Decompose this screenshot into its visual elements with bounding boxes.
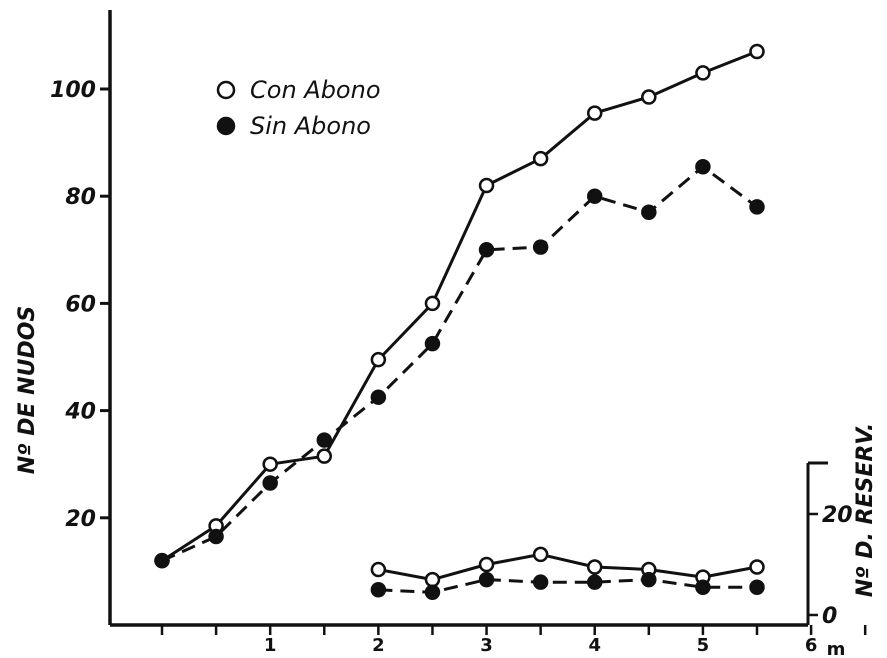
data-point — [424, 295, 441, 312]
data-point — [695, 65, 711, 81]
series-0 — [154, 43, 765, 569]
data-point — [262, 456, 278, 472]
data-point — [695, 158, 711, 175]
x-tick-label: 5 — [697, 635, 710, 656]
data-point — [749, 43, 765, 60]
data-point — [370, 389, 387, 405]
data-point — [424, 584, 441, 601]
data-point — [424, 571, 441, 588]
data-point — [532, 239, 549, 255]
legend-marker — [216, 116, 236, 136]
data-point — [424, 335, 441, 352]
x-tick-label: 4 — [588, 635, 601, 656]
data-point — [586, 105, 603, 121]
x-tick-label: 1 — [264, 635, 277, 656]
y-tick-label: 20 — [65, 507, 96, 532]
data-point — [586, 574, 603, 590]
legend-marker — [216, 80, 236, 100]
data-point — [478, 556, 495, 573]
data-point — [478, 177, 495, 194]
series-1 — [154, 158, 765, 569]
data-point — [316, 448, 333, 464]
data-point — [370, 351, 387, 368]
data-point — [749, 579, 765, 595]
y-axis-title: Nº DE NUDOS — [15, 306, 40, 475]
y2-axis-title: Nº D. RESERV. — [853, 423, 878, 598]
series-line — [161, 165, 758, 563]
y-tick-label: 40 — [64, 400, 96, 425]
data-point — [262, 475, 278, 491]
data-point — [695, 579, 711, 595]
series-3 — [370, 571, 765, 601]
legend-label: Con Abono — [250, 76, 381, 104]
axis-titles: Nº DE NUDOS Nº D. RESERV. — [15, 306, 878, 598]
y-tick-label: 60 — [65, 292, 96, 317]
y-tick-label: 80 — [65, 185, 96, 210]
data-point — [749, 559, 765, 575]
data-point — [208, 528, 224, 545]
data-point — [154, 552, 170, 569]
x-tick-label: 3 — [480, 635, 493, 656]
series-line — [378, 578, 757, 594]
series-line — [161, 50, 758, 562]
data-point — [586, 188, 603, 204]
x-unit-label: m — [827, 639, 846, 658]
y-tick-label: 100 — [50, 78, 96, 103]
data-point — [641, 89, 657, 105]
y2-tick-label: 0 — [822, 604, 837, 629]
data-point — [641, 571, 657, 588]
series-layer — [154, 43, 765, 601]
x-tick-label: 2 — [372, 635, 385, 656]
x-tick-label: 6 — [805, 635, 818, 656]
axes — [108, 10, 828, 627]
data-point — [316, 432, 333, 448]
legend: Con Abono Sin Abono — [216, 76, 381, 140]
data-point — [532, 150, 549, 167]
data-point — [532, 574, 549, 590]
y2-tick-label: 20 — [822, 503, 853, 528]
ticks: 1 2 3 4 5 6 m 20 40 60 80 100 0 20 — [50, 78, 867, 658]
data-point — [370, 582, 387, 598]
data-point — [370, 561, 387, 578]
legend-label: Sin Abono — [250, 112, 371, 140]
series-line — [378, 552, 758, 582]
data-point — [749, 199, 765, 215]
data-point — [478, 571, 495, 588]
data-point — [641, 204, 657, 221]
data-point — [478, 242, 495, 258]
data-point — [586, 559, 603, 575]
data-point — [532, 546, 549, 563]
